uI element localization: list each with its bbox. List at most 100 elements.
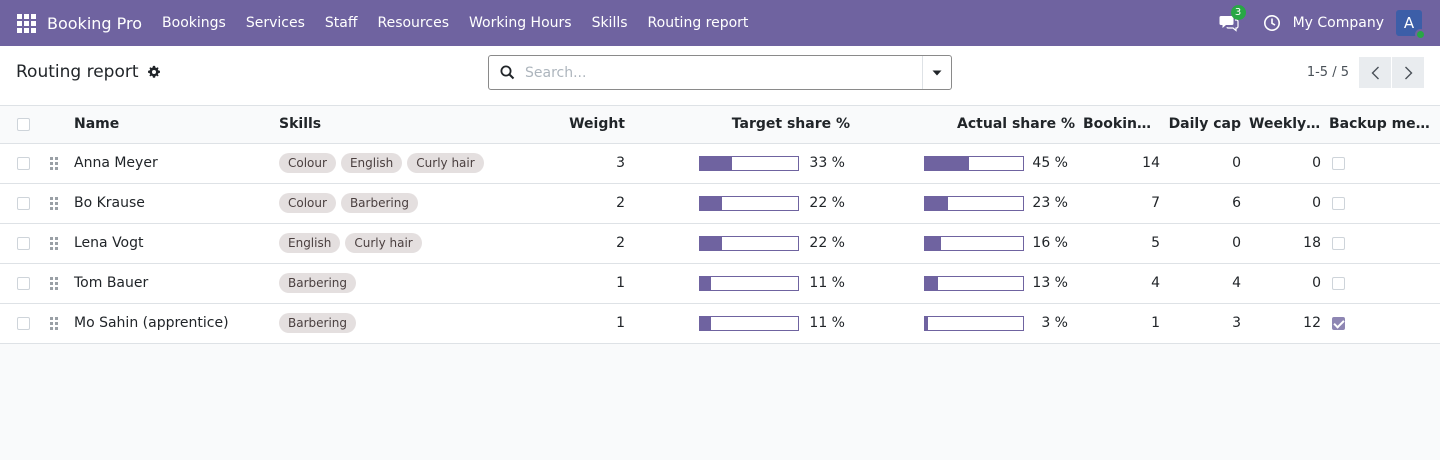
menu-item-bookings[interactable]: Bookings [162,15,226,31]
chat-icon [1219,16,1239,32]
actual-share-progress-bar [924,275,1024,291]
app-brand[interactable]: Booking Pro [47,13,143,33]
company-switcher[interactable]: My Company [1292,15,1384,31]
target-share-cell: 33 % [629,143,854,183]
actual-share-fill [925,316,928,330]
column-header-daily-cap[interactable]: Daily cap [1168,116,1241,133]
menu-item-resources[interactable]: Resources [377,15,449,31]
target-share-fill [700,276,711,290]
actual-share-text: 13 % [1032,275,1068,291]
staff-name: Mo Sahin (apprentice) [74,315,229,331]
skill-tag: English [279,233,341,253]
weekly-value: 12 [1303,315,1321,331]
column-header-weight[interactable]: Weight [569,116,625,133]
chat-badge: 3 [1230,5,1246,20]
chevron-right-icon [1404,66,1412,79]
weekly-value: 0 [1312,155,1321,171]
daily-cap-value: 0 [1232,155,1241,171]
drag-handle-icon[interactable] [50,196,58,210]
actual-share-progress-bar [924,315,1024,331]
chevron-left-icon [1371,66,1379,79]
user-avatar[interactable]: A [1396,10,1426,40]
column-header-weekly[interactable]: Weekly ... [1249,116,1325,133]
target-share-text: 22 % [809,195,845,211]
target-share-cell: 22 % [629,223,854,263]
navbar-right: 3 My Company A [1219,0,1440,46]
skill-tag: English [340,153,403,173]
search-input[interactable] [525,57,922,88]
clock-icon[interactable] [1263,14,1281,32]
column-header-bookings[interactable]: Booking... [1083,116,1163,133]
menu-item-skills[interactable]: Skills [591,15,628,31]
table-row[interactable]: Anna Meyer Colour English Curly hair 3 33 % 45… [0,143,1440,183]
menu-item-routing-report[interactable]: Routing report [647,15,749,31]
target-share-text: 33 % [809,155,845,171]
skill-tag: Curly hair [407,153,484,173]
target-share-text: 22 % [809,235,845,251]
row-select-checkbox[interactable] [17,236,30,250]
gear-icon[interactable] [147,65,161,79]
skill-tag: Colour [279,193,336,213]
backup-member-checkbox[interactable] [1332,196,1345,210]
table-row[interactable]: Mo Sahin (apprentice) Barbering 1 11 % 3 % 1 3… [0,303,1440,343]
actual-share-progress-bar [924,195,1024,211]
table-row[interactable]: Bo Krause Colour Barbering 2 22 % 23 % 7 6 0 [0,183,1440,223]
bookings-value: 5 [1151,235,1160,251]
skills-cell: Barbering [275,303,555,343]
daily-cap-value: 4 [1232,275,1241,291]
backup-member-checkbox[interactable] [1332,276,1345,290]
row-select-checkbox[interactable] [17,156,30,170]
drag-handle-icon[interactable] [50,156,58,170]
page-title-text: Routing report [16,62,139,82]
daily-cap-value: 0 [1232,235,1241,251]
column-header-backup-member[interactable]: Backup mem... [1329,116,1440,133]
caret-down-icon [932,70,942,75]
skill-tag: Curly hair [345,233,422,253]
row-select-checkbox[interactable] [17,276,30,290]
pager-previous-button[interactable] [1359,57,1391,88]
column-header-target-share[interactable]: Target share % [731,116,850,133]
column-header-skills[interactable]: Skills [279,116,322,133]
drag-handle-icon[interactable] [50,316,58,330]
pager-next-button[interactable] [1392,57,1424,88]
drag-handle-icon[interactable] [50,236,58,250]
actual-share-progress-bar [924,155,1024,171]
column-header-name[interactable]: Name [74,116,120,133]
search-icon [489,65,525,80]
apps-icon [16,13,36,33]
target-share-fill [700,316,711,330]
search-bar [488,55,952,90]
weekly-value: 0 [1312,195,1321,211]
pager: 1-5 / 5 [1307,57,1424,88]
table-row[interactable]: Tom Bauer Barbering 1 11 % 13 % 4 4 0 [0,263,1440,303]
search-options-toggle[interactable] [922,56,951,89]
chat-button[interactable]: 3 [1219,5,1246,32]
menu-item-services[interactable]: Services [245,15,305,31]
target-share-progress-bar [699,155,799,171]
backup-member-checkbox[interactable] [1332,236,1345,250]
target-share-fill [700,156,733,170]
drag-handle-icon[interactable] [50,276,58,290]
skill-tag: Colour [279,153,336,173]
table-row[interactable]: Lena Vogt English Curly hair 2 22 % 16 % 5 0 18 [0,223,1440,263]
main-menu: Bookings Services Staff Resources Workin… [152,15,758,31]
select-all-checkbox[interactable] [17,117,30,131]
page-title: Routing report [16,62,161,82]
actual-share-progress-bar [924,235,1024,251]
weight-value: 1 [616,275,625,291]
menu-item-working-hours[interactable]: Working Hours [468,15,572,31]
row-select-checkbox[interactable] [17,316,30,330]
bookings-value: 7 [1151,195,1160,211]
actual-share-fill [925,156,970,170]
target-share-text: 11 % [809,275,845,291]
backup-member-checkbox[interactable] [1332,156,1345,170]
apps-menu-button[interactable] [0,0,52,46]
backup-member-checkbox[interactable] [1332,316,1345,330]
weight-value: 2 [616,195,625,211]
actual-share-fill [925,196,948,210]
pager-value[interactable]: 1-5 / 5 [1306,65,1349,80]
column-header-actual-share[interactable]: Actual share % [957,116,1075,133]
row-select-checkbox[interactable] [17,196,30,210]
skill-tag: Barbering [340,193,418,213]
menu-item-staff[interactable]: Staff [324,15,358,31]
